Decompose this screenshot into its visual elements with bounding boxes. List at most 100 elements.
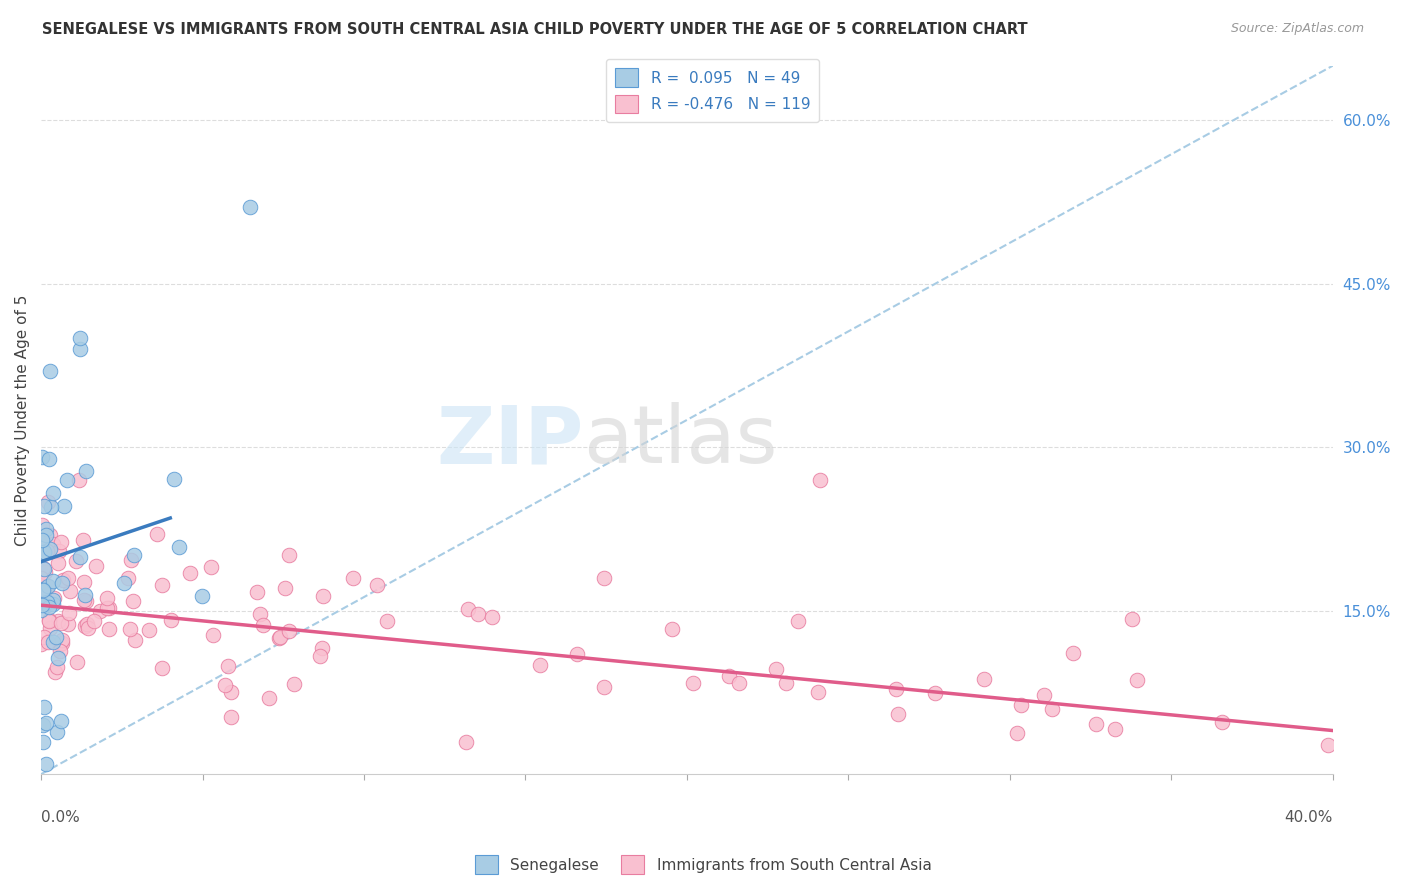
Point: [38, 452, 60, 467]
Point: [46, 725, 69, 739]
Point: [73, 589, 96, 603]
Point: [39, 500, 62, 515]
Point: [32, 734, 55, 748]
Point: [34, 528, 56, 542]
Point: [179, 566, 201, 581]
Point: [37, 634, 59, 648]
Point: [1211, 715, 1233, 730]
Point: [51, 636, 73, 650]
Point: [32, 545, 55, 559]
Point: [31, 598, 53, 612]
Point: [283, 676, 305, 690]
Point: [1104, 722, 1126, 736]
Point: [37, 494, 59, 508]
Point: [886, 706, 908, 721]
Point: [567, 647, 589, 661]
Point: [529, 658, 551, 673]
Point: [52, 574, 75, 588]
Point: [1040, 702, 1063, 716]
Point: [1010, 698, 1032, 712]
Point: [44, 665, 66, 680]
Point: [122, 593, 145, 607]
Point: [53, 499, 76, 513]
Point: [924, 686, 946, 700]
Point: [42, 574, 65, 588]
Point: [76, 616, 98, 631]
Point: [30, 570, 52, 584]
Y-axis label: Child Poverty Under the Age of 5: Child Poverty Under the Age of 5: [15, 294, 30, 546]
Point: [31, 533, 53, 548]
Point: [73, 593, 96, 607]
Point: [51, 535, 73, 549]
Point: [150, 578, 173, 592]
Point: [312, 590, 335, 604]
Point: [45, 630, 67, 644]
Point: [342, 571, 364, 585]
Text: 0.0%: 0.0%: [41, 810, 80, 824]
Point: [83, 614, 105, 628]
Point: [49, 643, 72, 657]
Point: [34, 522, 56, 536]
Point: [69, 549, 91, 564]
Point: [481, 609, 503, 624]
Point: [98, 622, 121, 636]
Point: [31, 582, 53, 597]
Point: [682, 676, 704, 690]
Point: [56, 571, 79, 585]
Point: [122, 548, 145, 562]
Point: [42, 486, 65, 500]
Point: [65, 655, 87, 669]
Point: [311, 640, 333, 655]
Point: [454, 735, 477, 749]
Point: [1121, 612, 1143, 626]
Point: [73, 574, 96, 589]
Point: [592, 681, 614, 695]
Point: [457, 602, 479, 616]
Point: [191, 589, 214, 603]
Point: [31, 450, 53, 464]
Point: [46, 556, 69, 570]
Point: [31, 578, 53, 592]
Legend: Senegalese, Immigrants from South Central Asia: Senegalese, Immigrants from South Centra…: [468, 849, 938, 880]
Point: [219, 685, 242, 699]
Text: atlas: atlas: [583, 402, 778, 480]
Point: [124, 633, 146, 648]
Point: [728, 676, 751, 690]
Point: [42, 537, 65, 551]
Point: [34, 565, 56, 579]
Point: [257, 690, 280, 705]
Point: [75, 594, 97, 608]
Text: Source: ZipAtlas.com: Source: ZipAtlas.com: [1230, 22, 1364, 36]
Point: [775, 676, 797, 690]
Point: [30, 603, 52, 617]
Point: [96, 601, 118, 615]
Point: [32, 499, 55, 513]
Text: SENEGALESE VS IMMIGRANTS FROM SOUTH CENTRAL ASIA CHILD POVERTY UNDER THE AGE OF : SENEGALESE VS IMMIGRANTS FROM SOUTH CENT…: [42, 22, 1028, 37]
Point: [467, 607, 489, 621]
Point: [661, 623, 683, 637]
Point: [72, 533, 94, 547]
Point: [46, 651, 69, 665]
Point: [786, 614, 808, 628]
Point: [200, 560, 222, 574]
Point: [30, 637, 52, 651]
Point: [1084, 716, 1107, 731]
Point: [169, 541, 191, 555]
Point: [46, 660, 69, 674]
Point: [252, 618, 274, 632]
Point: [84, 558, 107, 573]
Point: [138, 624, 160, 638]
Point: [32, 585, 55, 599]
Point: [807, 685, 830, 699]
Point: [375, 614, 398, 628]
Point: [35, 757, 58, 772]
Point: [96, 591, 118, 606]
Point: [150, 660, 173, 674]
Point: [38, 600, 60, 615]
Point: [239, 200, 262, 214]
Point: [35, 595, 58, 609]
Point: [32, 699, 55, 714]
Point: [48, 615, 70, 629]
Point: [38, 613, 60, 627]
Point: [42, 597, 65, 611]
